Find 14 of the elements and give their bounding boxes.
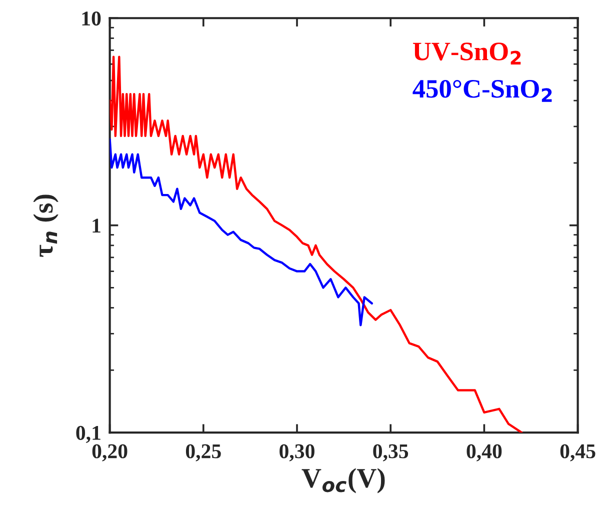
y-axis-title: τ$_{n}$ (s) — [33, 194, 58, 257]
x-tick-label: 0,35 — [373, 444, 408, 462]
text: UV-SnO$_{2}$ — [412, 42, 521, 64]
x-tick-label: 0,45 — [560, 444, 596, 462]
line-series — [110, 138, 373, 326]
x-tick-label: 0,40 — [466, 444, 502, 462]
x-axis-title: V$_{oc}$(V) — [302, 468, 385, 494]
y-tick-label: 0,1 — [76, 426, 100, 443]
y-tick-label: 1 — [92, 218, 100, 233]
y-tick-label: 10 — [82, 12, 101, 26]
x-tick-label: 0,25 — [186, 444, 221, 462]
x-tick-label: 0,30 — [280, 444, 314, 462]
text: 450°C-SnO$_{2}$ — [412, 80, 552, 102]
x-tick-label: 0,20 — [92, 444, 128, 462]
